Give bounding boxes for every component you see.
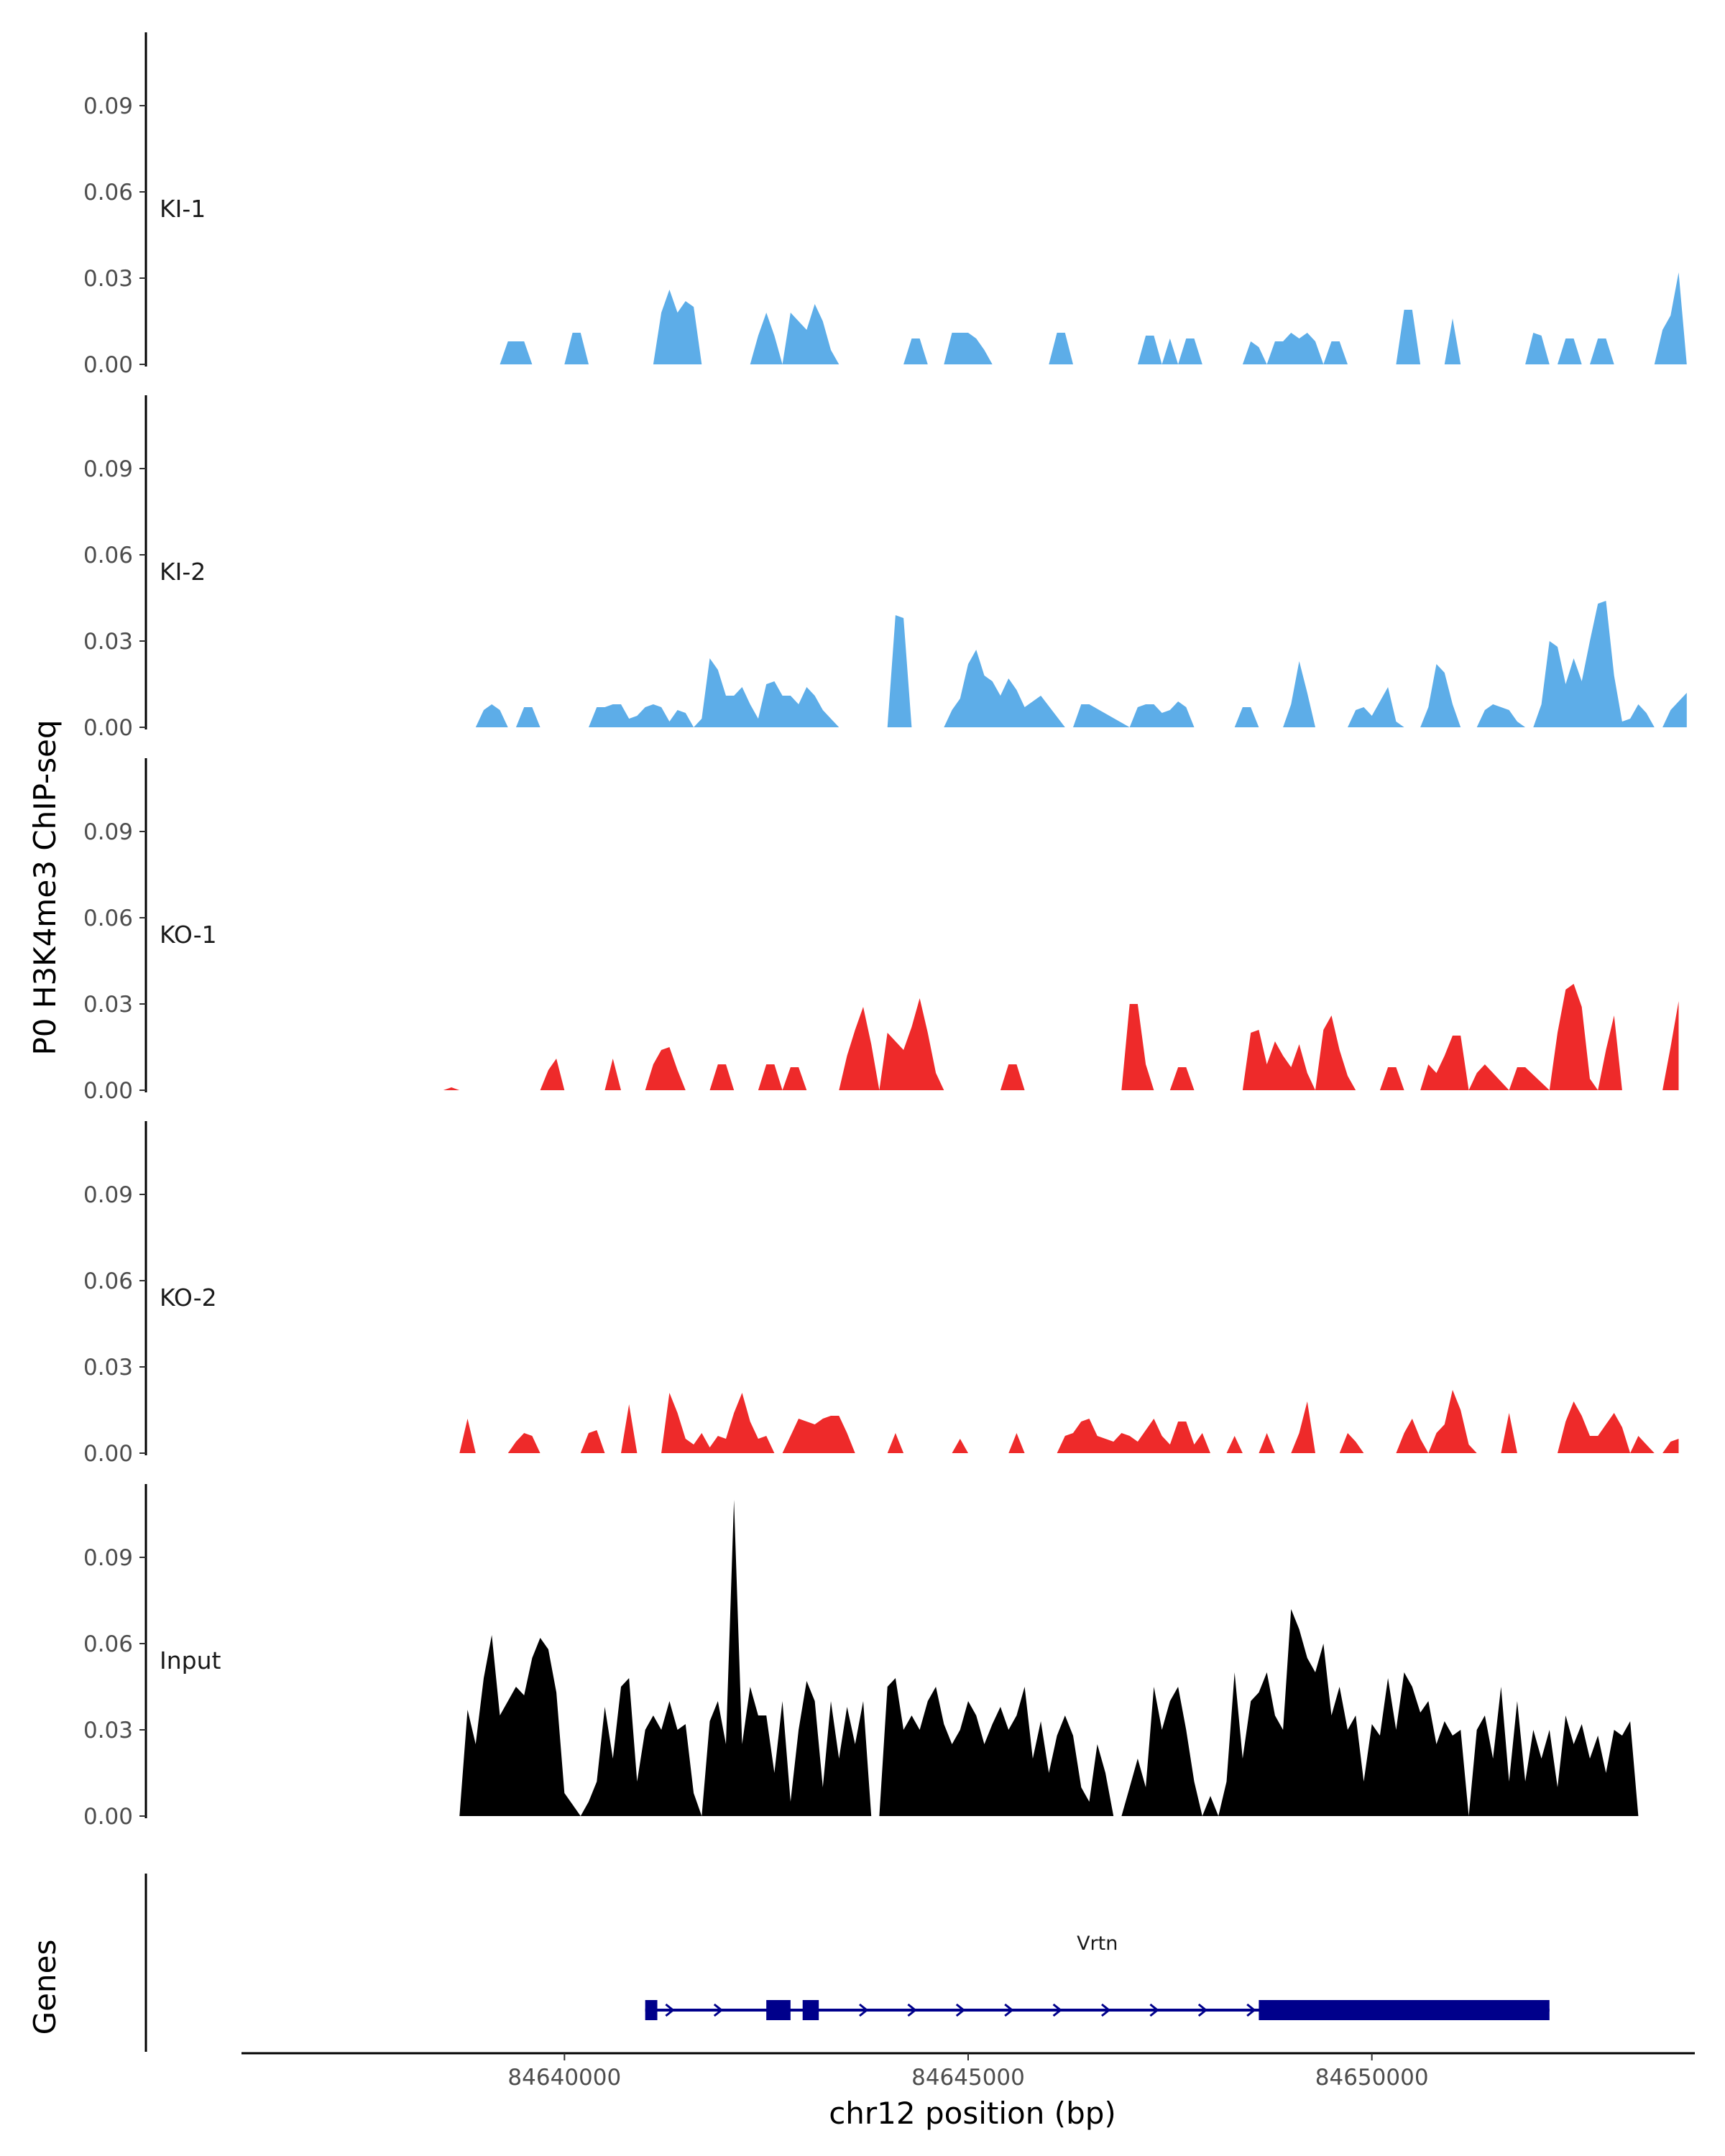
coverage-area	[443, 272, 1687, 364]
coverage-area	[443, 984, 1679, 1090]
gene-exon	[1259, 2000, 1550, 2020]
y-tick-label: 0.06	[83, 180, 133, 206]
track-label: KI-1	[160, 195, 206, 223]
track-input: 0.00 0.03 0.06 0.09 Input	[83, 1484, 1639, 1830]
gene-exon	[766, 2000, 791, 2020]
y-tick-label: 0.03	[83, 1718, 133, 1743]
strand-arrow	[859, 2003, 869, 2017]
x-axis-title: chr12 position (bp)	[829, 2096, 1116, 2131]
genes-axis-title: Genes	[27, 1940, 63, 2035]
coverage-area	[443, 601, 1687, 727]
tracks-layer: 0.00 0.03 0.06 0.09 KI-1 0.00 0.03 0.06 0.09 KI-2…	[83, 32, 1687, 1830]
track-ki-2: 0.00 0.03 0.06 0.09 KI-2	[83, 395, 1687, 741]
track-label: KI-2	[160, 558, 206, 586]
coverage-area	[459, 1390, 1679, 1453]
y-axis-title: P0 H3K4me3 ChIP-seq	[27, 719, 63, 1055]
track-ko-2: 0.00 0.03 0.06 0.09 KO-2	[83, 1121, 1679, 1467]
x-tick-label: 84650000	[1315, 2065, 1429, 2091]
gene-name-label: Vrtn	[1077, 1932, 1118, 1955]
coverage-area	[459, 1500, 1639, 1816]
strand-arrow	[1246, 2003, 1256, 2017]
y-tick-label: 0.06	[83, 906, 133, 931]
strand-arrow	[1004, 2003, 1014, 2017]
strand-arrow	[713, 2003, 724, 2017]
y-tick-label: 0.00	[83, 1804, 133, 1830]
gene-exon	[645, 2000, 658, 2020]
y-tick-label: 0.06	[83, 543, 133, 568]
y-tick-label: 0.09	[83, 1545, 133, 1571]
track-ki-1: 0.00 0.03 0.06 0.09 KI-1	[83, 32, 1687, 378]
track-label: KO-2	[160, 1284, 217, 1312]
y-tick-label: 0.09	[83, 93, 133, 119]
strand-arrow	[1197, 2003, 1208, 2017]
gene-track: Vrtn	[144, 1874, 1550, 2052]
y-tick-label: 0.03	[83, 266, 133, 292]
y-tick-label: 0.00	[83, 1078, 133, 1104]
x-tick-label: 84645000	[911, 2065, 1025, 2091]
strand-arrow	[955, 2003, 966, 2017]
y-tick-label: 0.03	[83, 629, 133, 655]
gene-exon	[802, 2000, 819, 2020]
y-tick-label: 0.09	[83, 819, 133, 845]
y-tick-label: 0.00	[83, 352, 133, 378]
y-tick-label: 0.00	[83, 715, 133, 741]
y-tick-label: 0.06	[83, 1268, 133, 1294]
strand-arrow	[1052, 2003, 1062, 2017]
y-tick-label: 0.09	[83, 1182, 133, 1208]
strand-arrow	[1149, 2003, 1159, 2017]
strand-arrow	[907, 2003, 917, 2017]
track-ko-1: 0.00 0.03 0.06 0.09 KO-1	[83, 758, 1679, 1104]
track-label: KO-1	[160, 921, 217, 949]
y-tick-label: 0.00	[83, 1441, 133, 1467]
x-tick-label: 84640000	[507, 2065, 621, 2091]
strand-arrow	[1101, 2003, 1111, 2017]
track-label: Input	[160, 1646, 221, 1674]
x-axis: 84640000 84645000 84650000	[242, 2052, 1695, 2091]
y-tick-label: 0.03	[83, 1355, 133, 1381]
y-tick-label: 0.09	[83, 456, 133, 482]
y-tick-label: 0.06	[83, 1631, 133, 1657]
y-tick-label: 0.03	[83, 992, 133, 1018]
strand-arrow	[665, 2003, 675, 2017]
